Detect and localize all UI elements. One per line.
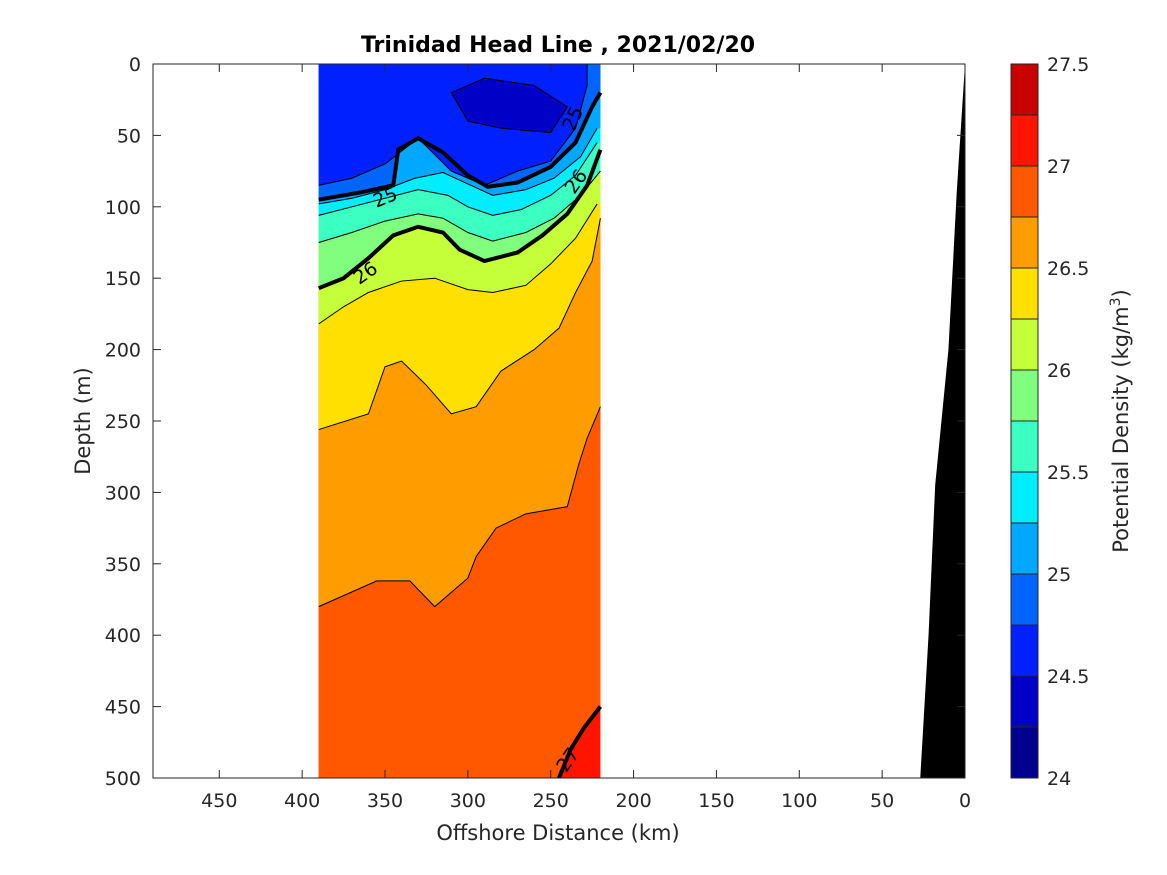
- y-tick-label: 450: [105, 697, 141, 719]
- colorbar-band: [1011, 676, 1038, 728]
- isopycnal-line: [557, 705, 603, 778]
- isopycnal-line: [318, 218, 601, 431]
- colorbar-band: [1011, 472, 1038, 524]
- isopycnal-line: [318, 406, 601, 608]
- y-tick-label: 100: [105, 197, 141, 219]
- isopycnal-line: [450, 77, 568, 134]
- y-tick-label: 150: [105, 268, 141, 290]
- colorbar-band: [1011, 217, 1038, 269]
- y-tick-label: 250: [105, 411, 141, 433]
- colorbar-band: [1011, 64, 1038, 116]
- isopycnal-line: [318, 142, 598, 216]
- isopycnal-line: [318, 203, 598, 325]
- axes-layer: 450 400 350 300 250 200 150 100 50 00501001502002…: [105, 54, 971, 812]
- x-tick-label: 300: [450, 790, 486, 812]
- isopycnal-line: [317, 148, 603, 291]
- x-axis-label: Offshore Distance (km): [436, 821, 679, 845]
- colorbar-band: [1011, 523, 1038, 575]
- y-tick-label: 50: [117, 125, 141, 147]
- y-tick-label: 300: [105, 482, 141, 504]
- y-tick-label: 350: [105, 554, 141, 576]
- chart-title: Trinidad Head Line , 2021/02/20: [361, 33, 755, 58]
- isopycnal-line: [318, 64, 588, 186]
- y-tick-label: 200: [105, 340, 141, 362]
- y-tick-label: 500: [105, 768, 141, 790]
- x-tick-label: 50: [870, 790, 894, 812]
- colorbar-tick-label: 24.5: [1047, 666, 1089, 688]
- x-tick-label: 0: [959, 790, 971, 812]
- x-tick-label: 250: [533, 790, 569, 812]
- colorbar-band: [1011, 421, 1038, 473]
- isopycnal-line: [318, 128, 598, 205]
- x-tick-label: 150: [698, 790, 734, 812]
- colorbar-band: [1011, 166, 1038, 218]
- colorbar-band: [1011, 370, 1038, 422]
- y-tick-label: 400: [105, 625, 141, 647]
- colorbar-tick-label: 27.5: [1047, 54, 1089, 76]
- y-tick-label: 0: [129, 54, 141, 76]
- seafloor-bathymetry: [920, 64, 965, 778]
- colorbar-frame: [1010, 63, 1039, 779]
- colorbar-tick-label: 26.5: [1047, 258, 1089, 280]
- colorbar-tick-label: 27: [1047, 156, 1071, 178]
- isopycnal-line: [318, 170, 601, 243]
- x-tick-label: 200: [615, 790, 651, 812]
- colorbar-band: [1011, 625, 1038, 677]
- colorbar-band: [1011, 727, 1038, 779]
- density-band: [451, 78, 568, 133]
- isopycnal-line: [318, 91, 603, 202]
- x-tick-label: 350: [367, 790, 403, 812]
- x-tick-label: 100: [781, 790, 817, 812]
- colorbar-band: [1011, 115, 1038, 167]
- x-tick-label: 400: [284, 790, 320, 812]
- colorbar-band: [1011, 574, 1038, 626]
- colorbar: 24 24.5 25 25.5 26 26.5 27 27.5: [1010, 54, 1089, 790]
- x-tick-label: 450: [201, 790, 237, 812]
- colorbar-tick-label: 25: [1047, 564, 1071, 586]
- colorbar-label: Potential Density (kg/m3): [1108, 289, 1133, 553]
- colorbar-tick-label: 24: [1047, 768, 1071, 790]
- colorbar-band: [1011, 319, 1038, 371]
- colorbar-tick-label: 26: [1047, 360, 1071, 382]
- colorbar-band: [1011, 268, 1038, 320]
- colorbar-tick-label: 25.5: [1047, 462, 1089, 484]
- y-axis-label: Depth (m): [71, 367, 95, 474]
